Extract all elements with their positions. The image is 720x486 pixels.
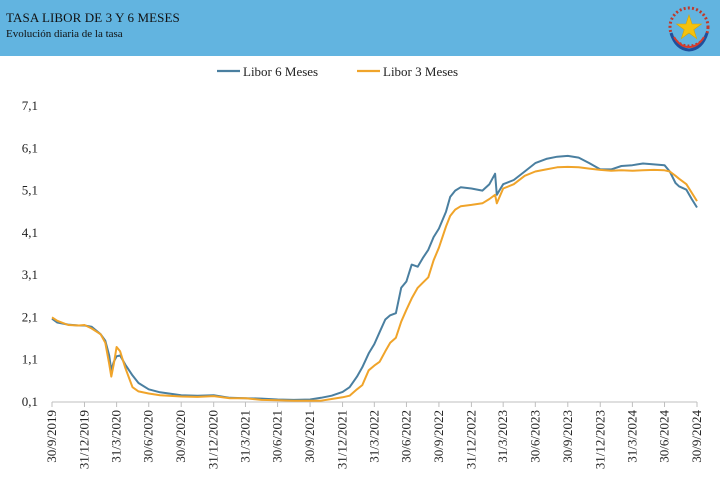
x-tick-label: 30/9/2020 — [173, 410, 188, 463]
series-line-libor-6-meses — [51, 154, 698, 401]
x-tick-label: 31/3/2022 — [366, 410, 381, 463]
legend-label: Libor 3 Meses — [383, 64, 458, 79]
coat-of-arms-star-icon — [668, 6, 710, 52]
x-tick-label: 31/3/2023 — [495, 410, 510, 463]
x-tick-label: 31/12/2019 — [76, 410, 91, 469]
x-tick-label: 31/12/2022 — [463, 410, 478, 469]
chart-title: TASA LIBOR DE 3 Y 6 MESES — [6, 10, 180, 25]
x-tick-label: 30/9/2023 — [560, 410, 575, 463]
x-tick-label: 30/9/2021 — [302, 410, 317, 463]
chart-subtitle: Evolución diaria de la tasa — [6, 28, 123, 40]
x-tick-label: 30/6/2023 — [527, 410, 542, 463]
x-tick-label: 30/6/2021 — [270, 410, 285, 463]
x-tick-label: 30/6/2020 — [141, 410, 156, 463]
x-tick-label: 30/9/2024 — [689, 410, 704, 463]
x-tick-label: 30/9/2019 — [44, 410, 59, 463]
x-tick-label: 30/6/2022 — [398, 410, 413, 463]
x-tick-label: 30/9/2022 — [431, 410, 446, 463]
x-tick-label: 31/3/2020 — [109, 410, 124, 463]
y-tick-label: 6,1 — [22, 140, 38, 155]
line-chart: Libor 6 Meses Libor 3 Meses 0,1 1,1 2,1 3,1 4,… — [22, 64, 704, 469]
y-tick-label: 7,1 — [22, 98, 38, 113]
x-tick-label: 31/12/2021 — [335, 410, 350, 469]
x-tick-label: 31/3/2021 — [237, 410, 252, 463]
y-tick-label: 5,1 — [22, 183, 38, 198]
y-tick-label: 3,1 — [22, 267, 38, 282]
y-tick-label: 1,1 — [22, 352, 38, 367]
y-tick-label: 4,1 — [22, 225, 38, 240]
x-tick-label: 31/12/2020 — [206, 410, 221, 469]
header-bar: TASA LIBOR DE 3 Y 6 MESES Evolución diar… — [0, 0, 720, 56]
series-line-libor-3-meses — [51, 165, 698, 402]
y-tick-label: 2,1 — [22, 309, 38, 324]
x-tick-label: 30/6/2024 — [657, 410, 672, 463]
x-tick-label: 31/12/2023 — [592, 410, 607, 469]
legend-label: Libor 6 Meses — [243, 64, 318, 79]
x-tick-label: 31/3/2024 — [624, 410, 639, 463]
y-tick-label: 0,1 — [22, 394, 38, 409]
